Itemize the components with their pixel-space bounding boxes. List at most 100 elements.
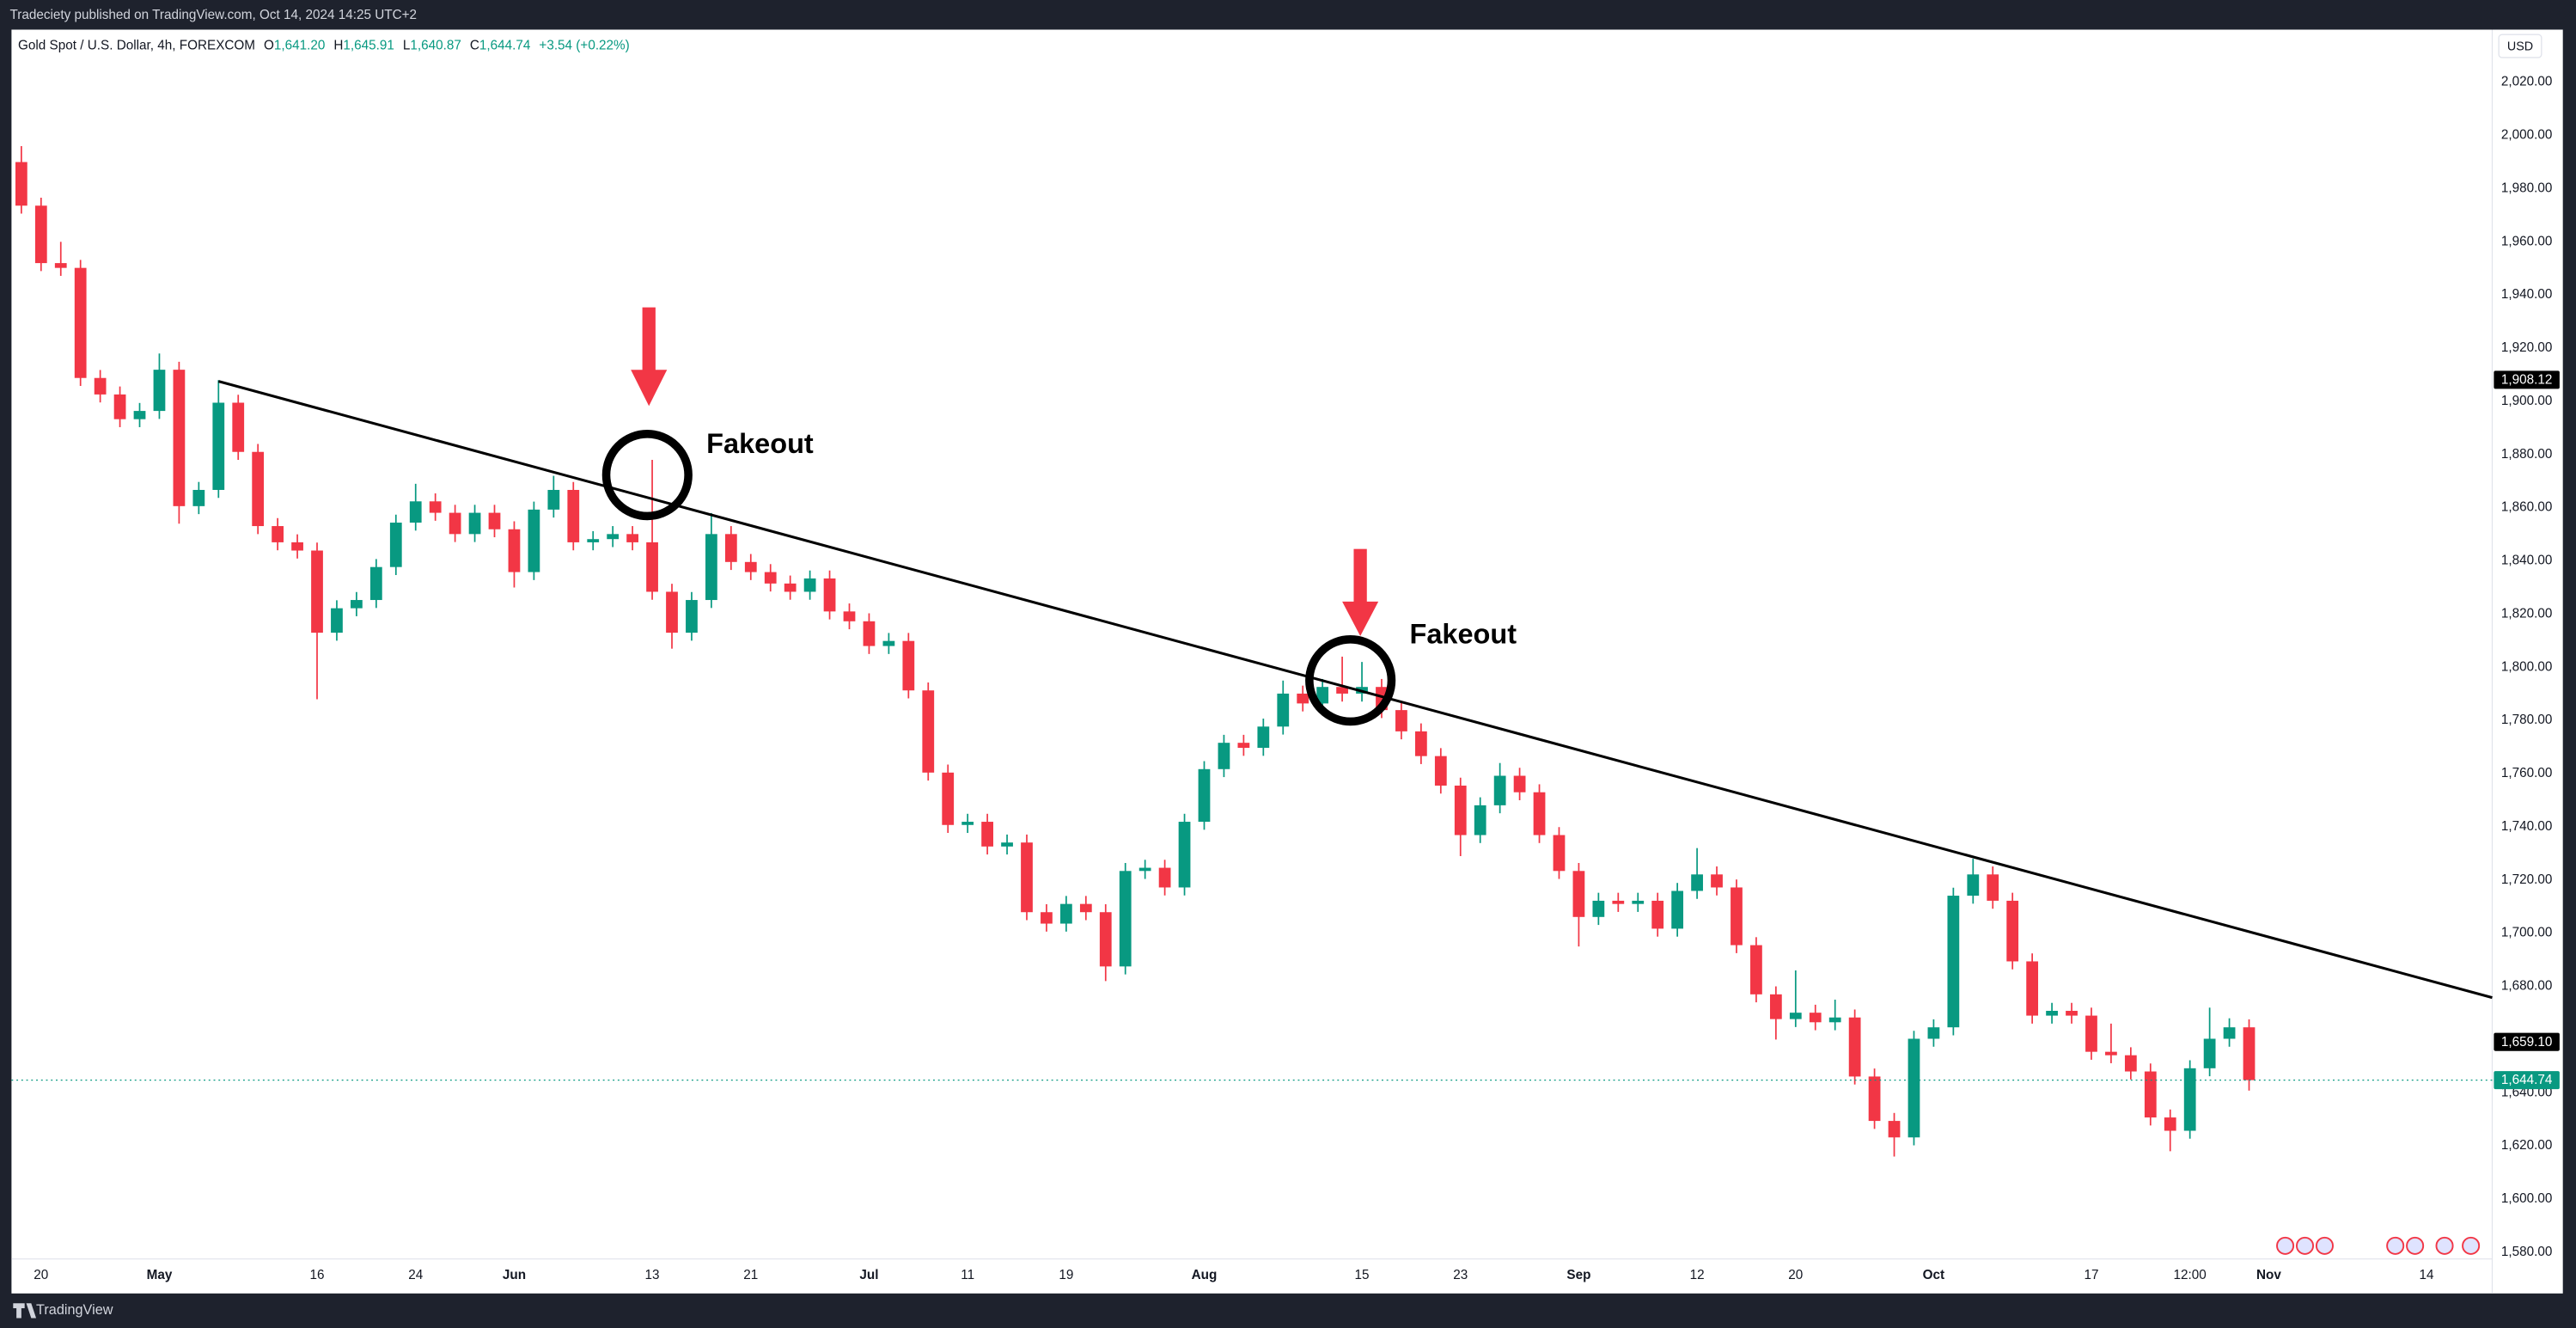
candle-body [981,822,993,847]
candle-body [1750,945,1762,994]
candle-body [1612,900,1625,904]
candle-body [331,608,343,633]
candle-body [1809,1013,1822,1023]
y-tick-label: 2,020.00 [2501,75,2552,89]
candle-body [2243,1027,2256,1080]
candle-body [15,162,27,206]
chart-pane [11,29,2563,1294]
x-tick-label: May [147,1268,173,1282]
candle-body [1592,900,1605,917]
ohlc-prefix: H [333,39,343,53]
ohlc-value: 1,640.87 [410,39,461,53]
candle-body [863,621,876,646]
candle-body [1257,726,1270,749]
candle-body [1671,890,1684,929]
drawings: Fakeout Fakeout [217,307,2493,1000]
event-flag[interactable] [2315,1236,2334,1255]
candle-body [409,501,422,523]
annotation: Fakeout [1409,619,1517,650]
arrow-head [1342,601,1379,636]
candle-body [1711,874,1723,888]
candle-body [272,526,284,542]
y-tick-label: 1,900.00 [2501,394,2552,408]
candle-body [547,489,560,510]
change: +3.54 (+0.22%) [539,39,629,53]
y-tick-label: 1,580.00 [2501,1245,2552,1259]
candle-body [291,542,303,551]
candle-body [2066,1011,2078,1016]
price-label: 1,644.74 [2501,1073,2553,1087]
event-flag[interactable] [2296,1236,2315,1255]
x-tick-label: 11 [961,1268,974,1282]
candle-body [646,542,658,592]
candle-body [1828,1017,1841,1023]
legend-header: Gold Spot / U.S. Dollar, 4h, FOREXCOM O1… [18,39,630,53]
y-tick-label: 1,780.00 [2501,713,2552,727]
event-flags [2276,1236,2481,1255]
candle-body [1789,1013,1802,1019]
candle-body [1927,1027,1940,1039]
candle-body [113,394,126,419]
candle-body [488,512,501,529]
x-tick-label: 12:00 [2174,1268,2207,1282]
event-flag[interactable] [2435,1236,2454,1255]
x-tick-label: Nov [2256,1268,2281,1282]
ohlc-prefix: L [403,39,411,53]
x-tick-label: 20 [1788,1268,1803,1282]
candle-body [173,370,186,506]
y-tick-label: 1,600.00 [2501,1191,2552,1206]
y-tick-label: 2,000.00 [2501,128,2552,143]
candle-body [1079,903,1092,913]
event-flag[interactable] [2276,1236,2295,1255]
candle-body [449,512,461,535]
candle-body [2026,961,2039,1016]
candle-body [922,690,935,773]
candle-body [1908,1038,1920,1138]
candle-body [587,539,600,542]
arrow-head [631,370,668,407]
candle-body [1138,867,1151,872]
candle-body [369,566,382,601]
candle-body [784,583,797,592]
x-tick-label: 15 [1355,1268,1370,1282]
currency[interactable]: USD [2507,40,2533,53]
y-tick-label: 1,680.00 [2501,979,2552,994]
candle-body [1513,775,1526,793]
event-flag[interactable] [2386,1236,2405,1255]
candle-body [1434,756,1447,786]
candle-body [2006,900,2019,962]
candle-body [1316,687,1329,704]
candle-body [1336,687,1348,694]
candle-body [232,402,245,452]
event-flag[interactable] [2406,1236,2425,1255]
candle-body [1001,842,1013,847]
candle-body [1947,896,1960,1028]
candle-body [902,640,915,691]
currency-box[interactable] [2498,34,2542,58]
ohlc-prefix: O [264,39,274,53]
candle-body [2124,1055,2137,1072]
candle-body [744,561,757,572]
brand-name: TradingView [36,1302,113,1318]
brand: TradingView [13,1302,113,1319]
candle-body [1632,900,1645,904]
candle-body [843,611,856,621]
candle-body [34,205,47,264]
candle-body [1493,775,1506,805]
candle-body [1651,900,1664,929]
candle-body [2144,1071,2157,1118]
x-tick-label: 24 [408,1268,423,1282]
candle-body [2105,1051,2117,1056]
highlight-circle [601,430,693,521]
y-tick-label: 1,620.00 [2501,1138,2552,1153]
candle-body [1119,871,1132,967]
event-flag[interactable] [2462,1236,2481,1255]
candle-body [1888,1121,1901,1138]
candle-body [2203,1038,2216,1068]
candle-body [192,489,205,506]
candle-body [724,534,737,562]
y-tick-label: 1,960.00 [2501,234,2552,248]
candle-body [1474,805,1486,835]
candle-body [666,591,678,633]
